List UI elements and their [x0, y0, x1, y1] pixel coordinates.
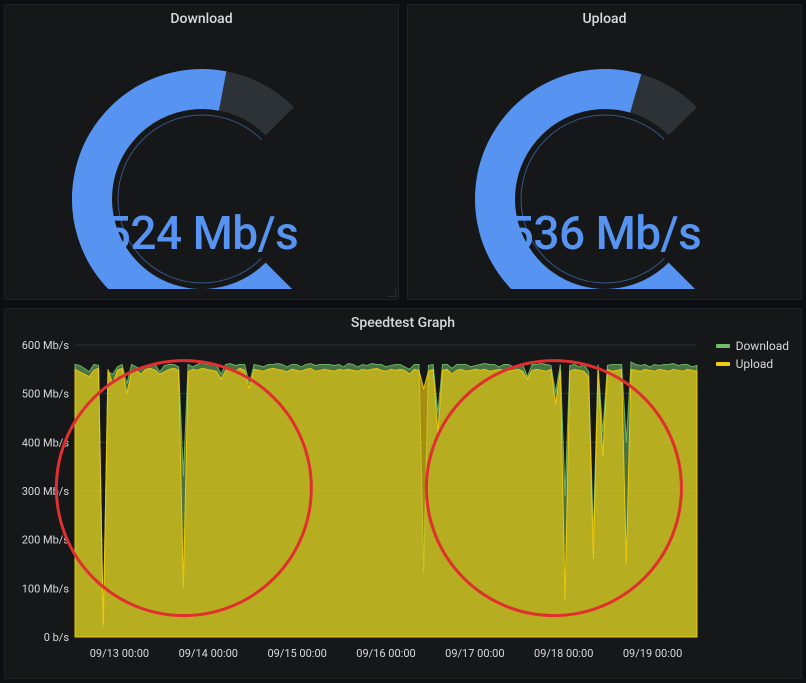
gauge-wrap: 536 Mb/s [408, 29, 801, 299]
panel-title: Upload [408, 5, 801, 29]
svg-text:200 Mb/s: 200 Mb/s [22, 534, 70, 547]
resize-handle-icon[interactable] [388, 289, 396, 297]
chart-body: 0 b/s100 Mb/s200 Mb/s300 Mb/s400 Mb/s500… [5, 333, 801, 678]
svg-text:100 Mb/s: 100 Mb/s [22, 582, 70, 595]
svg-text:600 Mb/s: 600 Mb/s [22, 339, 70, 352]
svg-text:09/18 00:00: 09/18 00:00 [534, 647, 593, 660]
panel-title: Download [5, 5, 398, 29]
speedtest-graph-panel[interactable]: Speedtest Graph Download Upload 0 b/s100… [4, 308, 802, 679]
svg-text:09/14 00:00: 09/14 00:00 [179, 647, 238, 660]
download-gauge-panel[interactable]: Download 524 Mb/s [4, 4, 399, 300]
svg-text:500 Mb/s: 500 Mb/s [22, 388, 70, 401]
svg-text:0 b/s: 0 b/s [44, 631, 70, 644]
panel-title: Speedtest Graph [5, 309, 801, 333]
svg-text:09/15 00:00: 09/15 00:00 [267, 647, 326, 660]
gauge-wrap: 524 Mb/s [5, 29, 398, 299]
svg-text:300 Mb/s: 300 Mb/s [22, 485, 70, 498]
upload-gauge-value: 536 Mb/s [408, 207, 801, 261]
svg-text:09/17 00:00: 09/17 00:00 [445, 647, 504, 660]
svg-text:09/19 00:00: 09/19 00:00 [623, 647, 682, 660]
speedtest-chart: 0 b/s100 Mb/s200 Mb/s300 Mb/s400 Mb/s500… [13, 337, 793, 667]
svg-text:09/13 00:00: 09/13 00:00 [90, 647, 149, 660]
upload-gauge-panel[interactable]: Upload 536 Mb/s [407, 4, 802, 300]
download-gauge-value: 524 Mb/s [5, 207, 398, 261]
svg-text:09/16 00:00: 09/16 00:00 [356, 647, 415, 660]
